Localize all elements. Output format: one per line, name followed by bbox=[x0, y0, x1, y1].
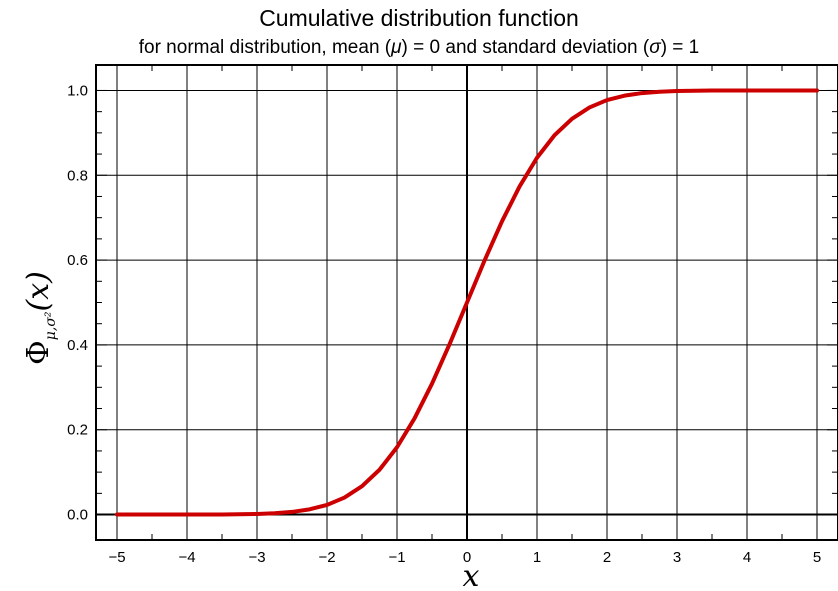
x-tick-label: −5 bbox=[108, 549, 125, 566]
x-tick-label: −3 bbox=[248, 549, 265, 566]
x-tick-label: −1 bbox=[388, 549, 405, 566]
svg-text:Φμ,σ²(x): Φμ,σ²(x) bbox=[21, 271, 59, 365]
x-tick-label: 1 bbox=[533, 549, 541, 566]
plot-frame bbox=[95, 64, 838, 541]
x-tick-label: 4 bbox=[743, 549, 751, 566]
y-tick-label: 1.0 bbox=[67, 82, 88, 99]
x-tick-label: 0 bbox=[463, 549, 471, 566]
x-axis-label: x bbox=[463, 559, 480, 591]
subtitle-prefix: for normal distribution, mean ( bbox=[139, 37, 392, 58]
x-tick-label: 3 bbox=[673, 549, 681, 566]
series-layer bbox=[115, 88, 819, 517]
y-label-main: Φ bbox=[21, 340, 56, 365]
subtitle-sigma: σ bbox=[649, 37, 662, 58]
y-axis-label: Φμ,σ²(x) bbox=[21, 271, 59, 365]
subtitle-mu: μ bbox=[390, 37, 402, 58]
chart-title: Cumulative distribution function bbox=[259, 5, 579, 31]
y-tick-labels: 0.0 0.2 0.4 0.6 0.8 1.0 bbox=[67, 82, 88, 523]
y-tick-label: 0.8 bbox=[67, 167, 88, 184]
x-tick-label: 5 bbox=[813, 549, 821, 566]
y-tick-label: 0.0 bbox=[67, 507, 88, 524]
x-tick-label: 2 bbox=[603, 549, 611, 566]
y-label-subscript: μ,σ² bbox=[43, 311, 59, 340]
y-tick-label: 0.2 bbox=[67, 422, 88, 439]
y-tick-label: 0.6 bbox=[67, 252, 88, 269]
y-label-argument: (x) bbox=[21, 271, 56, 311]
y-tick-label: 0.4 bbox=[67, 337, 88, 354]
cdf-curve bbox=[115, 88, 819, 517]
chart-subtitle: for normal distribution, mean (μ) = 0 an… bbox=[139, 37, 700, 58]
x-tick-label: −4 bbox=[178, 549, 195, 566]
x-tick-labels: −5 −4 −3 −2 −1 0 1 2 3 4 5 bbox=[108, 549, 821, 566]
subtitle-suffix: ) = 1 bbox=[661, 37, 700, 58]
x-tick-label: −2 bbox=[318, 549, 335, 566]
subtitle-middle: ) = 0 and standard deviation ( bbox=[402, 37, 650, 58]
